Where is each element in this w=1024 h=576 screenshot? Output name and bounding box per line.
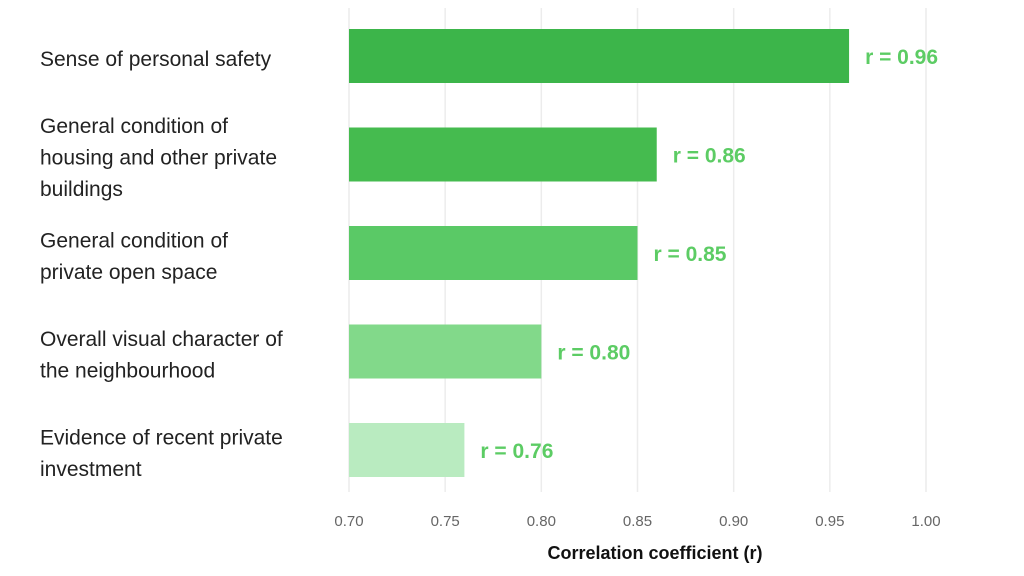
category-label: Sense of personal safety <box>40 48 272 71</box>
bar <box>349 226 638 280</box>
bar <box>349 127 657 182</box>
x-tick-label: 0.75 <box>431 513 460 530</box>
bar <box>349 29 850 83</box>
category-label: General condition of <box>40 115 228 138</box>
value-label: r = 0.85 <box>654 243 727 266</box>
category-label: General condition of <box>40 229 228 252</box>
category-label: private open space <box>40 261 217 284</box>
x-tick-label: 1.00 <box>911 513 940 530</box>
bar <box>349 423 465 477</box>
x-tick-label: 0.80 <box>527 513 556 530</box>
bar <box>349 324 542 379</box>
x-tick-labels: 0.70 0.75 0.80 0.85 0.90 0.95 1.00 <box>334 513 940 530</box>
x-tick-label: 0.90 <box>719 513 748 530</box>
x-tick-label: 0.70 <box>334 513 363 530</box>
category-label: the neighbourhood <box>40 359 215 382</box>
category-label: housing and other private <box>40 147 277 170</box>
value-label: r = 0.86 <box>673 145 746 168</box>
category-labels: Sense of personal safety General conditio… <box>40 48 283 481</box>
value-label: r = 0.76 <box>480 440 553 463</box>
value-label: r = 0.96 <box>865 46 938 69</box>
x-tick-label: 0.95 <box>815 513 844 530</box>
category-label: buildings <box>40 178 123 201</box>
category-label: investment <box>40 458 142 481</box>
value-labels: r = 0.96 r = 0.86 r = 0.85 r = 0.80 r = 0.76 <box>480 46 938 463</box>
category-label: Overall visual character of <box>40 328 283 351</box>
value-label: r = 0.80 <box>557 342 630 365</box>
x-axis-title: Correlation coefficient (r) <box>547 543 762 563</box>
bars <box>349 29 850 477</box>
category-label: Evidence of recent private <box>40 426 283 449</box>
x-tick-label: 0.85 <box>623 513 652 530</box>
